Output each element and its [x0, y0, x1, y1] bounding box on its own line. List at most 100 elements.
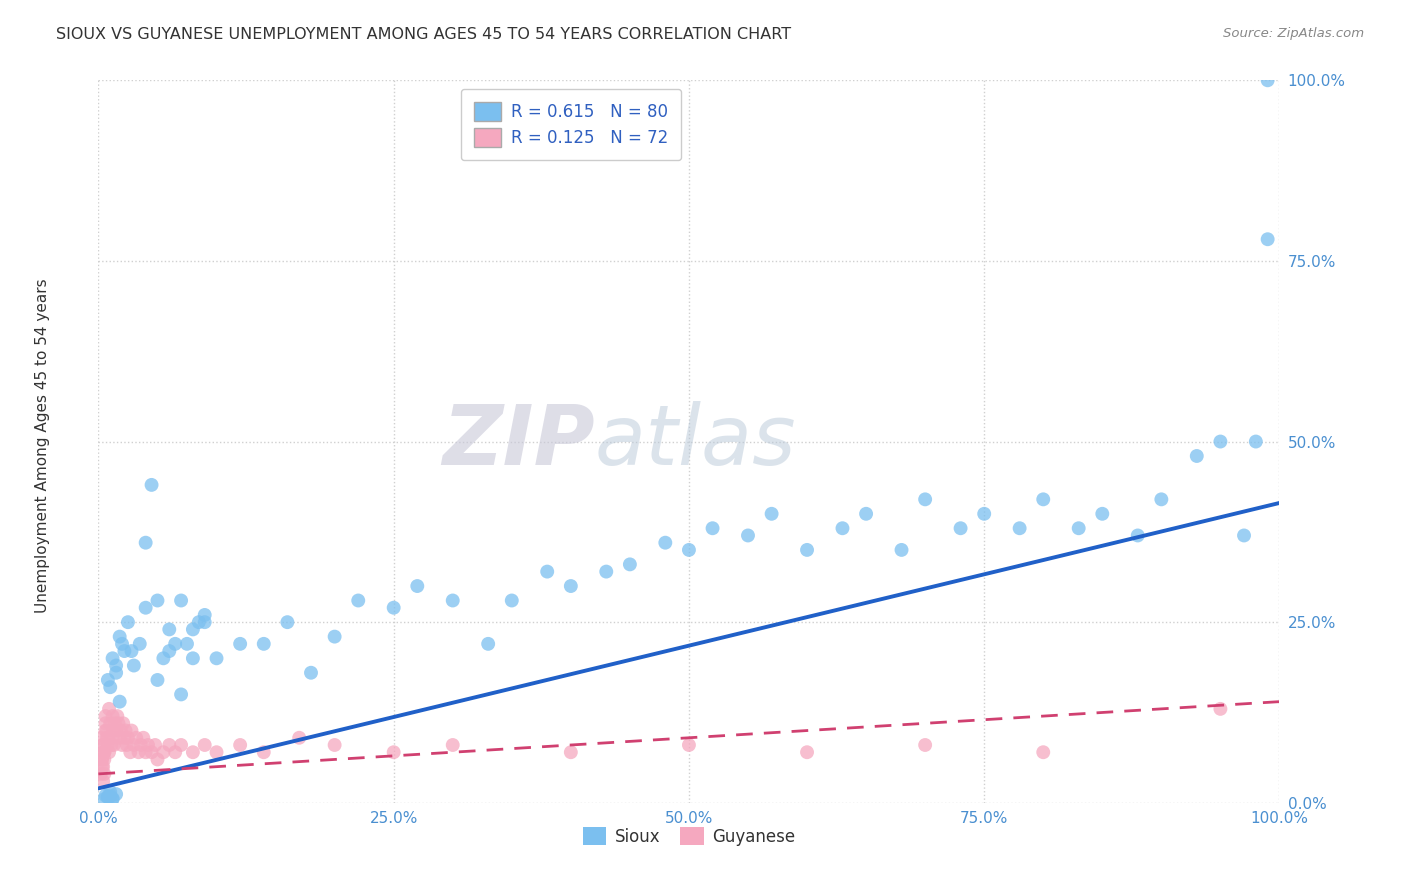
Point: [194, 738, 217, 752]
Point: [1126, 528, 1149, 542]
Text: SIOUX VS GUYANESE UNEMPLOYMENT AMONG AGES 45 TO 54 YEARS CORRELATION CHART: SIOUX VS GUYANESE UNEMPLOYMENT AMONG AGE…: [56, 27, 792, 42]
Point: [108, 630, 131, 644]
Point: [132, 731, 155, 745]
Text: ZIP: ZIP: [441, 401, 595, 482]
Point: [347, 593, 370, 607]
Point: [855, 507, 877, 521]
Point: [146, 593, 169, 607]
Point: [323, 738, 346, 752]
Point: [501, 593, 523, 607]
Point: [94, 716, 117, 731]
Point: [654, 535, 676, 549]
Point: [96, 723, 118, 738]
Point: [253, 637, 276, 651]
Point: [477, 637, 499, 651]
Point: [1185, 449, 1208, 463]
Point: [157, 623, 180, 637]
Point: [105, 787, 128, 801]
Point: [299, 665, 322, 680]
Point: [157, 644, 180, 658]
Point: [91, 774, 114, 789]
Point: [288, 731, 311, 745]
Point: [187, 615, 209, 630]
Point: [170, 593, 193, 607]
Point: [914, 492, 936, 507]
Point: [1032, 492, 1054, 507]
Legend: Sioux, Guyanese: Sioux, Guyanese: [576, 821, 801, 852]
Point: [205, 745, 228, 759]
Point: [94, 709, 117, 723]
Point: [194, 607, 217, 622]
Point: [157, 738, 180, 752]
Point: [93, 745, 115, 759]
Point: [176, 637, 198, 651]
Point: [165, 745, 187, 759]
Point: [1067, 521, 1090, 535]
Point: [441, 738, 464, 752]
Point: [101, 791, 124, 805]
Point: [141, 478, 163, 492]
Point: [737, 528, 759, 542]
Point: [110, 723, 132, 738]
Point: [96, 731, 118, 745]
Text: atlas: atlas: [595, 401, 796, 482]
Point: [103, 738, 125, 752]
Point: [136, 738, 159, 752]
Point: [536, 565, 558, 579]
Point: [98, 716, 121, 731]
Point: [98, 789, 121, 803]
Point: [141, 745, 163, 759]
Point: [98, 785, 121, 799]
Point: [93, 792, 115, 806]
Point: [111, 738, 134, 752]
Point: [91, 738, 114, 752]
Point: [761, 507, 783, 521]
Point: [91, 752, 114, 766]
Point: [91, 760, 114, 774]
Point: [93, 745, 115, 759]
Point: [205, 651, 228, 665]
Point: [100, 738, 122, 752]
Point: [112, 644, 135, 658]
Point: [117, 615, 139, 630]
Point: [135, 535, 157, 549]
Point: [108, 731, 131, 745]
Point: [1209, 434, 1232, 449]
Point: [97, 790, 120, 805]
Point: [93, 752, 115, 766]
Point: [1008, 521, 1031, 535]
Point: [121, 723, 143, 738]
Point: [441, 593, 464, 607]
Point: [146, 752, 169, 766]
Point: [323, 630, 346, 644]
Point: [1091, 507, 1114, 521]
Point: [253, 745, 276, 759]
Point: [181, 651, 204, 665]
Point: [91, 752, 114, 766]
Point: [107, 716, 129, 731]
Point: [181, 623, 204, 637]
Point: [93, 767, 115, 781]
Point: [115, 738, 138, 752]
Point: [1257, 73, 1279, 87]
Point: [1244, 434, 1267, 449]
Point: [831, 521, 853, 535]
Point: [382, 600, 405, 615]
Point: [973, 507, 995, 521]
Point: [165, 637, 187, 651]
Point: [678, 542, 700, 557]
Point: [276, 615, 298, 630]
Point: [98, 702, 121, 716]
Point: [796, 745, 818, 759]
Point: [111, 637, 134, 651]
Point: [90, 767, 112, 781]
Point: [949, 521, 972, 535]
Point: [619, 558, 641, 572]
Point: [152, 745, 174, 759]
Point: [129, 738, 152, 752]
Point: [108, 695, 131, 709]
Point: [93, 745, 115, 759]
Point: [112, 731, 135, 745]
Point: [146, 673, 169, 687]
Point: [135, 745, 157, 759]
